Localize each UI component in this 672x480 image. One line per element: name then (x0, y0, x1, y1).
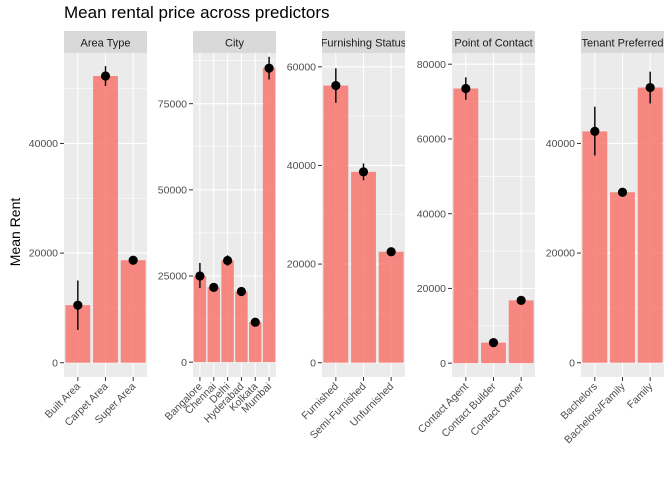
y-tick-label: 40000 (287, 160, 316, 172)
bar-bachelors-family (610, 192, 635, 363)
y-tick-label: 0 (310, 357, 316, 369)
facet-strip-label: Furnishing Status (321, 38, 407, 50)
bar-bangalore (193, 276, 207, 363)
bar-contact-builder (481, 342, 506, 364)
mean-point-semi-furnished (358, 167, 369, 177)
bar-carpet-area (93, 76, 118, 363)
y-tick-label: 40000 (546, 138, 575, 150)
mean-point-kolkata (250, 317, 260, 327)
mean-point-built-area (73, 300, 83, 310)
bar-delhi (221, 260, 234, 363)
mean-point-bachelors (590, 126, 600, 136)
mean-point-bangalore (195, 271, 205, 281)
y-tick-label: 75000 (158, 98, 187, 110)
bar-unfurnished (378, 251, 404, 363)
mean-point-hyderabad (236, 286, 247, 297)
y-tick-label: 40000 (29, 138, 58, 150)
mean-point-contact-builder (488, 338, 499, 348)
mean-point-bachelors-family (617, 187, 628, 197)
facet-strip (64, 31, 147, 53)
bar-contact-owner (508, 300, 534, 364)
mean-point-carpet-area (100, 71, 111, 81)
bar-hyderabad (235, 291, 248, 363)
facet-point-of-contact: Point of Contact020000400006000080000Con… (416, 31, 535, 440)
y-tick-label: 25000 (158, 271, 187, 283)
y-tick-label: 0 (52, 357, 58, 369)
facet-furnishing-status: Furnishing Status0200004000060000Furnish… (287, 31, 407, 442)
mean-point-family (645, 82, 655, 93)
y-tick-label: 0 (181, 357, 187, 369)
y-tick-label: 0 (569, 357, 575, 369)
y-tick-label: 20000 (546, 248, 575, 260)
y-tick-label: 40000 (417, 208, 446, 220)
panel-background (193, 53, 276, 377)
facet-tenant-preferred: Tenant Preferred02000040000BachelorsBach… (546, 31, 664, 446)
facet-strip (322, 31, 405, 53)
mean-point-mumbai (264, 63, 274, 73)
y-tick-label: 20000 (29, 248, 58, 260)
bar-family (637, 87, 663, 363)
mean-point-furnished (331, 80, 341, 91)
bar-contact-agent (453, 88, 479, 364)
y-tick-label: 20000 (287, 259, 316, 271)
y-tick-label: 20000 (417, 283, 446, 295)
mean-point-contact-agent (461, 83, 471, 94)
bar-furnished (323, 85, 349, 363)
bar-semi-furnished (351, 171, 376, 363)
bar-super-area (120, 260, 146, 363)
bar-chennai (207, 287, 220, 363)
facet-strip-label: Tenant Preferred (582, 38, 664, 50)
mean-point-delhi (222, 255, 233, 266)
mean-point-contact-owner (516, 295, 526, 305)
facet-strip (193, 31, 276, 53)
chart-title: Mean rental price across predictors (64, 3, 330, 22)
facet-strip-label: Area Type (81, 38, 131, 50)
y-tick-label: 60000 (417, 134, 446, 146)
mean-point-chennai (209, 282, 219, 292)
facet-strip (581, 31, 664, 53)
mean-point-unfurnished (386, 247, 396, 257)
bar-kolkata (249, 322, 262, 363)
x-tick-label-family: Family (625, 380, 656, 411)
mean-point-super-area (128, 255, 138, 265)
bar-mumbai (262, 68, 276, 363)
facet-strip-label: Point of Contact (454, 38, 532, 50)
y-tick-label: 60000 (287, 61, 316, 73)
y-tick-label: 50000 (158, 184, 187, 196)
y-tick-label: 80000 (417, 59, 446, 71)
facet-city: City0250005000075000BangaloreChennaiDelh… (158, 31, 276, 425)
facet-strip-label: City (225, 38, 244, 50)
facet-strip (452, 31, 535, 53)
y-tick-label: 0 (440, 358, 446, 370)
bar-bachelors (582, 131, 608, 363)
